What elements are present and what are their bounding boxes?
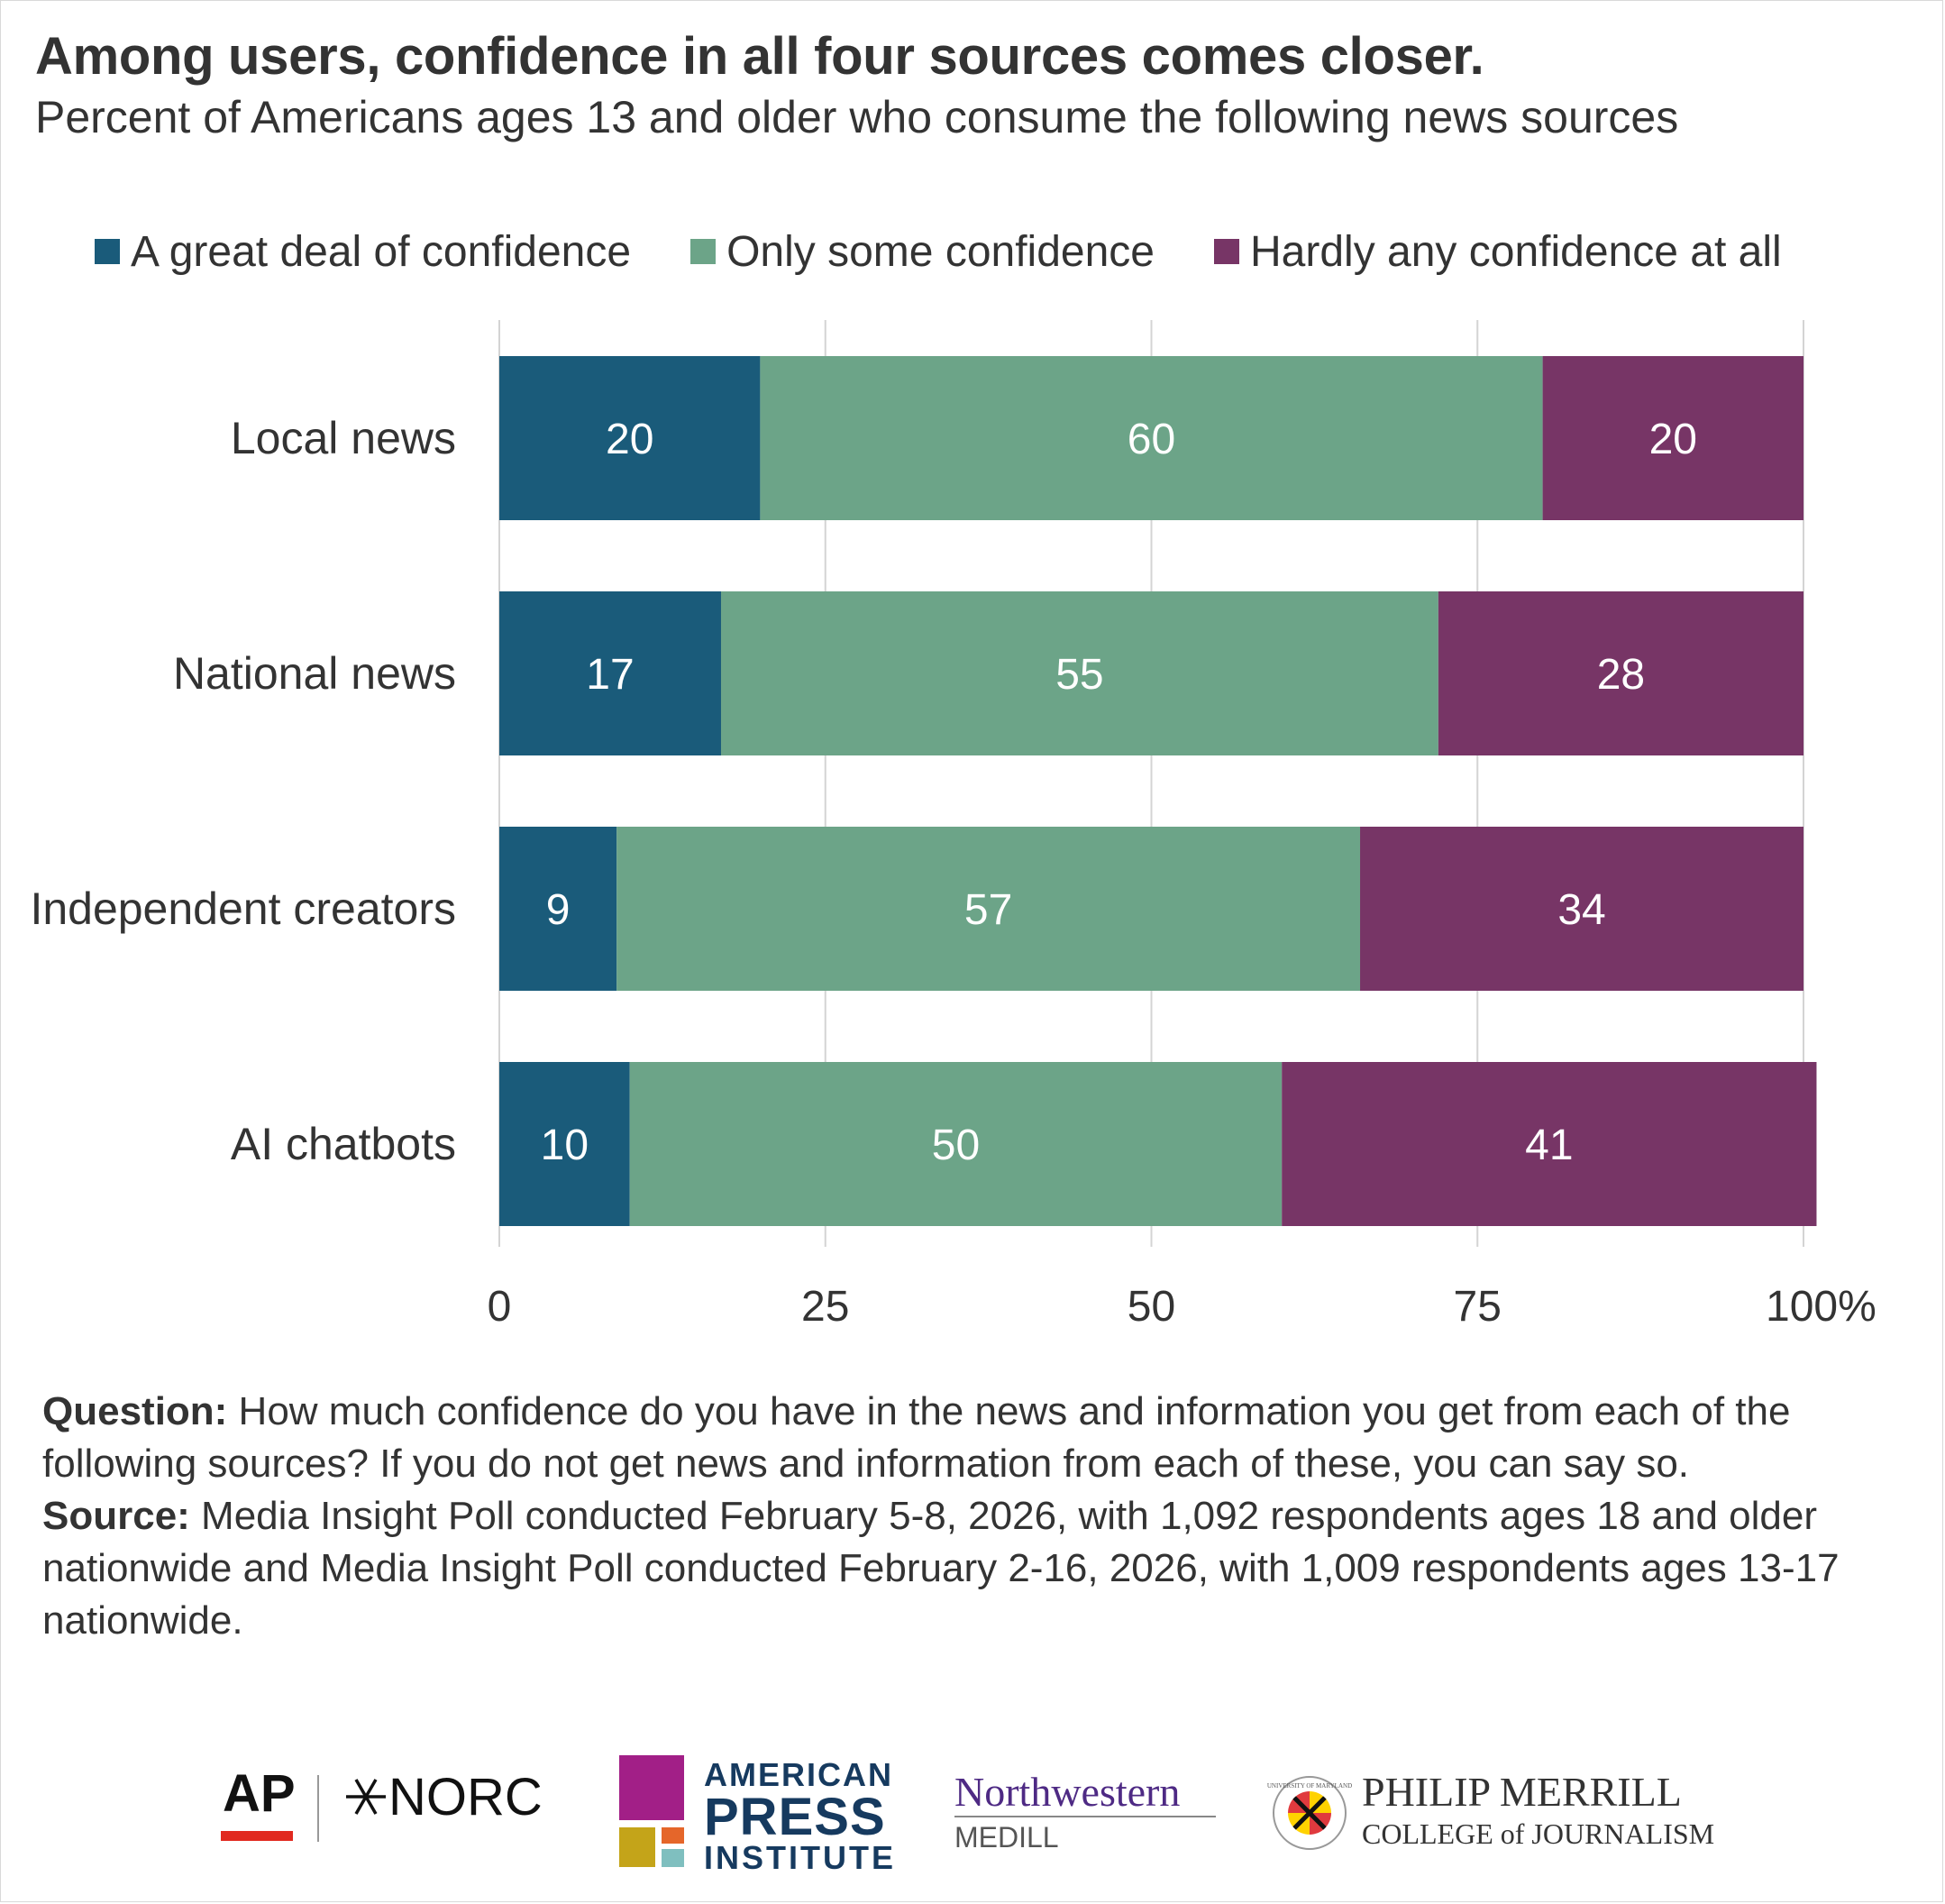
data-label-2-0: 9	[546, 886, 571, 934]
merrill-text-line2: COLLEGE of JOURNALISM	[1362, 1817, 1714, 1850]
api-text-line1: AMERICAN	[704, 1756, 893, 1793]
data-label-1-0: 17	[586, 651, 634, 699]
legend-swatch-hardly-any	[1214, 239, 1239, 264]
data-label-3-2: 41	[1525, 1121, 1573, 1169]
question-note: Question: How much confidence do you hav…	[42, 1386, 1908, 1490]
umd-seal-icon: UNIVERSITY OF MARYLAND	[1267, 1776, 1352, 1850]
category-label-3: AI chatbots	[231, 1119, 456, 1169]
medill-text: MEDILL	[954, 1821, 1059, 1854]
source-label: Source:	[42, 1494, 190, 1538]
legend-item-great-deal: A great deal of confidence	[95, 227, 631, 277]
category-label-0: Local news	[231, 413, 456, 463]
x-tick-label-2: 50	[1128, 1283, 1175, 1331]
bar-segment-0-1	[760, 356, 1543, 520]
data-label-1-1: 55	[1055, 651, 1103, 699]
data-label-0-2: 20	[1649, 416, 1697, 463]
bar-segment-3-1	[629, 1062, 1283, 1226]
bar-segment-0-2	[1542, 356, 1803, 520]
api-square-teal	[662, 1849, 684, 1867]
bar-segment-0-0	[499, 356, 761, 520]
api-square-gold	[619, 1827, 655, 1867]
api-logo: AMERICAN PRESS INSTITUTE	[619, 1755, 896, 1876]
ap-underline	[221, 1831, 293, 1841]
category-label-1: National news	[173, 648, 456, 699]
data-label-0-0: 20	[606, 416, 653, 463]
data-label-2-2: 34	[1557, 886, 1605, 934]
legend-label-only-some: Only some confidence	[726, 227, 1155, 276]
bar-segment-2-1	[616, 827, 1361, 991]
x-tick-label-0: 0	[488, 1283, 512, 1331]
philip-merrill-logo: PHILIP MERRILL COLLEGE of JOURNALISM	[1362, 1769, 1714, 1850]
umd-seal-flag	[1288, 1791, 1331, 1835]
source-text: Media Insight Poll conducted February 5-…	[42, 1494, 1840, 1643]
question-label: Question:	[42, 1389, 228, 1433]
northwestern-text: Northwestern	[954, 1769, 1180, 1815]
legend-swatch-great-deal	[95, 239, 120, 264]
bar-segment-1-2	[1438, 591, 1803, 755]
legend-label-hardly-any: Hardly any confidence at all	[1250, 227, 1782, 276]
bar-segment-3-2	[1282, 1062, 1817, 1226]
bar-segment-2-0	[499, 827, 617, 991]
question-text: How much confidence do you have in the n…	[42, 1389, 1791, 1486]
data-label-1-2: 28	[1597, 651, 1645, 699]
bar-segment-1-1	[720, 591, 1438, 755]
data-label-0-1: 60	[1128, 416, 1175, 463]
umd-seal-text: UNIVERSITY OF MARYLAND	[1267, 1782, 1352, 1790]
merrill-text-line1: PHILIP MERRILL	[1362, 1769, 1682, 1815]
x-tick-label-3: 75	[1454, 1283, 1502, 1331]
legend-label-great-deal: A great deal of confidence	[131, 227, 632, 276]
bar-segment-2-2	[1360, 827, 1803, 991]
norc-logo-text: NORC	[388, 1768, 543, 1826]
legend-item-hardly-any: Hardly any confidence at all	[1214, 227, 1782, 277]
bar-segment-3-0	[499, 1062, 630, 1226]
data-label-3-0: 10	[541, 1121, 589, 1169]
stacked-bar-chart: 20 60 20 Local news 17 55 28 National news 9 57 34…	[30, 320, 1877, 1331]
api-text-line2: PRESS	[704, 1788, 886, 1846]
source-note: Source: Media Insight Poll conducted Feb…	[42, 1490, 1908, 1647]
x-tick-label-4: 100%	[1766, 1283, 1877, 1331]
legend-swatch-only-some	[690, 239, 717, 264]
api-square-magenta	[619, 1755, 684, 1820]
x-tick-label-1: 25	[801, 1283, 849, 1331]
data-label-3-1: 50	[932, 1121, 980, 1169]
northwestern-medill-logo: Northwestern MEDILL	[954, 1769, 1216, 1854]
ap-logo: AP	[221, 1764, 319, 1842]
ap-logo-text: AP	[223, 1764, 296, 1823]
api-text-line3: INSTITUTE	[704, 1839, 896, 1876]
category-label-2: Independent creators	[30, 883, 456, 934]
legend-item-only-some: Only some confidence	[690, 227, 1155, 277]
chart-notes: Question: How much confidence do you hav…	[42, 1386, 1908, 1647]
bar-segment-1-0	[499, 591, 721, 755]
partner-logos: AP NORC AMERICAN PRESS INSTITUTE Northwe…	[221, 1755, 1714, 1876]
chart-subtitle: Percent of Americans ages 13 and older w…	[35, 92, 1679, 142]
legend: A great deal of confidence Only some con…	[95, 224, 1782, 279]
chart-title: Among users, confidence in all four sour…	[35, 27, 1484, 86]
data-label-2-1: 57	[964, 886, 1012, 934]
api-square-orange	[662, 1827, 684, 1844]
norc-logo: NORC	[346, 1768, 543, 1826]
norc-star-icon	[346, 1779, 386, 1815]
